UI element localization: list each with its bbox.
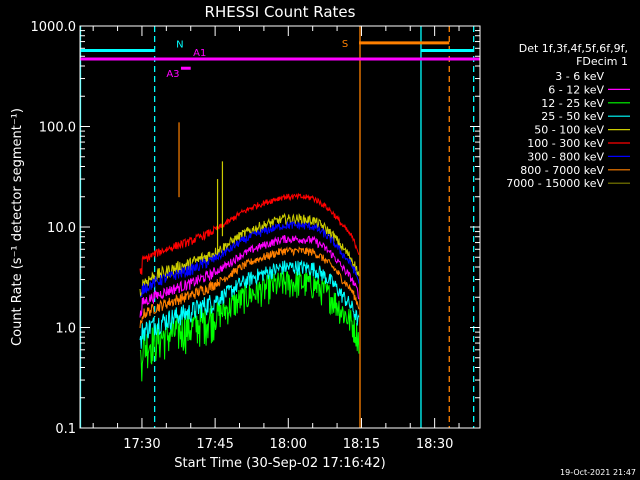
flag-label-1: A1 [193,48,206,59]
legend-label-4: 50 - 100 keV [534,124,604,137]
flag-label-0: N [176,40,183,51]
legend-header-0: Det 1f,3f,4f,5f,6f,9f, [519,42,628,55]
series-line-5 [139,192,360,275]
x-tick-label: 18:15 [343,437,380,452]
series-line-1 [139,234,360,318]
legend: Det 1f,3f,4f,5f,6f,9f,FDecim 1 3 - 6 keV6… [506,42,630,190]
timestamp: 19-Oct-2021 21:47 [560,468,636,477]
y-tick-label: 0.1 [55,422,76,437]
legend-label-8: 7000 - 15000 keV [506,177,604,190]
y-tick-label: 1000.0 [31,20,77,35]
legend-label-1: 6 - 12 keV [548,83,604,96]
axis-layer: 0.1 1.0 10.0 100.0 1000.0 17:30 17:45 18:00 18:1… [31,20,480,452]
series-line-4 [139,212,360,297]
series-line-6 [139,221,360,298]
x-tick-label: 17:45 [196,437,233,452]
y-tick-label: 1.0 [55,322,76,337]
series-line-3 [139,259,360,349]
x-tick-label: 18:30 [416,437,453,452]
legend-label-0: 3 - 6 keV [555,70,604,83]
chart-title: RHESSI Count Rates [205,3,356,21]
y-tick-label: 10.0 [47,221,76,236]
legend-label-5: 100 - 300 keV [527,137,604,150]
series-line-7 [139,246,360,329]
legend-label-3: 25 - 50 keV [541,110,604,123]
legend-header-1: FDecim 1 [576,55,628,68]
flag-label-3: S [342,39,348,50]
x-axis-label: Start Time (30-Sep-02 17:16:42) [174,456,385,471]
x-tick-label: 18:00 [270,437,307,452]
legend-label-2: 12 - 25 keV [541,97,604,110]
y-axis-label: Count Rate (s⁻¹ detector segment⁻¹) [10,108,25,346]
flag-label-2: A3 [166,69,179,80]
x-tick-label: 17:30 [123,437,160,452]
y-tick-label: 100.0 [39,121,76,136]
legend-label-7: 800 - 7000 keV [520,164,604,177]
legend-label-6: 300 - 800 keV [527,150,604,163]
